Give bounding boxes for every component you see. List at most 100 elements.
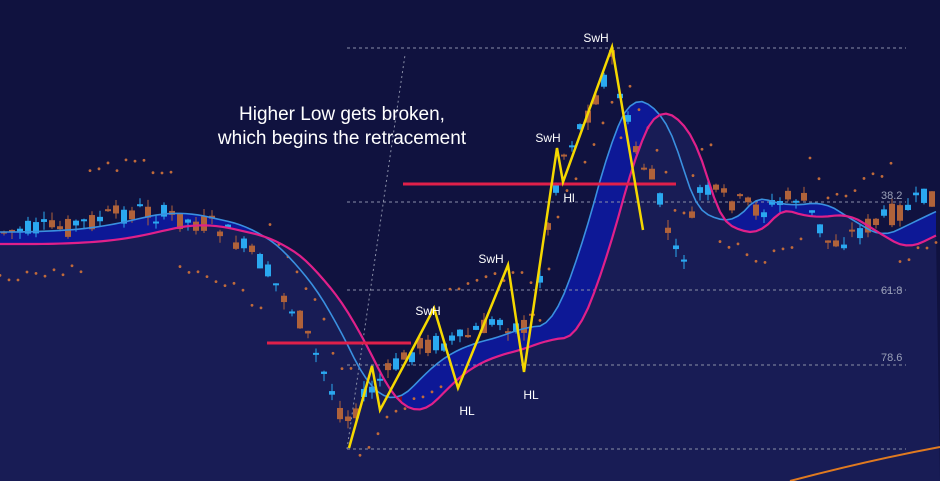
sar-dot [403,407,407,411]
candle [33,222,39,234]
sar-dot [673,208,677,212]
candle [913,192,919,196]
candle [753,204,759,216]
ma-fill [168,213,174,230]
sar-dot [781,247,785,251]
candle [825,240,831,243]
fib-label: 61.8 [881,285,902,297]
candle [569,145,575,148]
sar-dot [925,246,929,250]
ma-fill [216,218,222,227]
ma-fill [606,142,612,258]
candle [809,210,815,213]
sar-dot [70,264,74,268]
ma-fill [504,332,510,355]
annotation: Higher Low gets broken, [239,104,445,125]
sar-dot [565,189,569,192]
ma-fill [918,217,924,244]
ma-fill [126,220,132,239]
candle [81,219,87,222]
sar-dot [619,136,623,140]
sar-dot [547,267,551,271]
ma-fill [594,180,600,293]
sar-dot [385,415,389,419]
sar-dot [106,161,110,165]
sar-dot [349,367,353,370]
lower-area [0,113,940,481]
sar-dot [655,148,659,152]
candle [673,245,679,250]
sar-dot [907,258,911,262]
sar-dot [502,279,506,283]
sar-dot [745,253,749,257]
sar-dot [232,281,236,285]
sar-dot [880,175,884,178]
ma-fill [426,367,432,408]
candle [457,329,463,337]
ma-fill [492,337,498,359]
candle [121,209,127,224]
sar-dot [898,260,902,263]
ma-fill [96,226,102,242]
sar-dot [412,397,416,401]
candle [185,219,191,223]
ma-fill [420,373,426,410]
ma-fill [540,322,546,344]
candle [393,358,399,370]
ma-fill [138,217,144,237]
candle [769,200,775,205]
ma-fill [486,338,492,361]
candle [329,391,335,395]
candle [17,228,23,233]
candle [505,331,511,334]
ma-fill [0,232,6,244]
long-ma [789,446,940,481]
fib-label: 78.6 [881,352,902,364]
candle [593,95,599,105]
candle [113,205,119,214]
candle [145,206,151,218]
candle [561,154,567,157]
candle [577,124,583,130]
sar-dot [430,390,434,394]
candle [633,146,639,153]
ma-fill [822,204,828,217]
ma-fill [60,230,66,244]
candle [217,231,223,237]
sar-dot [151,171,155,175]
candle [297,310,303,329]
sar-dot [115,169,119,173]
ma-fill [510,330,516,353]
candle [65,218,71,237]
swing-label: SwH [415,304,440,318]
ma-fill [432,362,438,405]
ma-fill [474,342,480,368]
candle [225,224,231,228]
sar-dot [88,169,92,173]
sar-dot [142,158,146,162]
candle [801,192,807,201]
candle [89,215,95,230]
candle [433,335,439,351]
sar-dot [304,287,308,291]
ma-fill [438,358,444,399]
ma-fill [534,326,540,346]
sar-dot [250,303,254,307]
sar-dot [475,278,479,282]
ma-fill [102,225,108,242]
candle [449,335,455,341]
candle [889,203,895,226]
fib-trend [346,54,406,450]
sar-dot [241,288,245,292]
ma-fill [900,225,906,246]
candle [137,204,143,207]
swing-label: SwH [583,31,608,45]
ma-fill [786,204,792,212]
sar-dot [772,249,776,253]
sar-dot [763,261,767,264]
candle [737,194,743,197]
candle [625,115,631,122]
sar-dot [889,161,893,165]
swing-label: HL [523,388,539,402]
candle [265,264,271,277]
